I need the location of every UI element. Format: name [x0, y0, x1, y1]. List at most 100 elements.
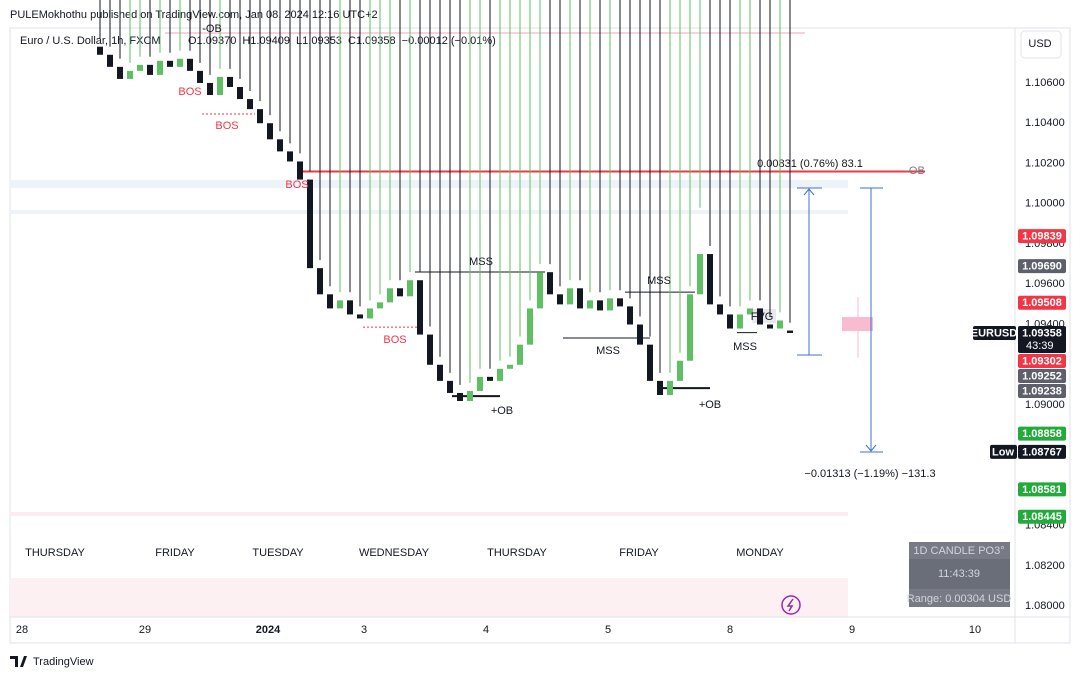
widget-range: Range: 0.00304 USD [907, 593, 1012, 605]
candle-body [177, 58, 183, 67]
price-badge-label: 1.09358 [1022, 327, 1062, 339]
candle-body [487, 376, 493, 381]
measure-down [860, 187, 883, 453]
price-badge-label: 1.09508 [1022, 297, 1062, 309]
candle-body [187, 58, 193, 71]
candle-body [387, 288, 393, 303]
price-badge [1018, 509, 1066, 524]
candle-body [607, 298, 613, 311]
price-badge [1018, 259, 1066, 274]
x-tick-label: 8 [727, 624, 733, 636]
candle-body [637, 324, 643, 345]
currency-button[interactable] [1020, 30, 1062, 59]
footer: TradingView [33, 656, 94, 668]
candle-body [407, 280, 413, 297]
weekday-label: WEDNESDAY [359, 547, 430, 559]
y-tick-label: 1.08200 [1025, 560, 1065, 572]
widget-time: 11:43:39 [938, 568, 980, 580]
candle-body [457, 392, 463, 402]
price-badge [1018, 383, 1066, 398]
price-badge [1018, 229, 1066, 244]
price-badge [1018, 353, 1066, 368]
x-tick-label: 10 [969, 624, 981, 636]
candle-body [667, 380, 673, 395]
alert-bolt [786, 598, 794, 612]
price-badge [1018, 482, 1066, 497]
annotation: MSS [469, 256, 493, 268]
x-tick-label: 5 [605, 624, 611, 636]
candle-body [517, 344, 523, 365]
candle-body [247, 99, 253, 110]
candle-body [397, 288, 403, 297]
price-badge [1018, 295, 1066, 310]
annotation: FVG [751, 311, 774, 323]
measure-label: 0.00831 (0.76%) 83.1 [757, 158, 863, 170]
annotation: BOS [285, 179, 308, 191]
legend-value: H1.09409 [242, 35, 290, 47]
price-badge-label: 1.09238 [1022, 385, 1062, 397]
weekday-label: TUESDAY [252, 547, 304, 559]
price-badge [1018, 426, 1066, 441]
candle-body [657, 380, 663, 395]
legend-value: L1.09353 [296, 35, 342, 47]
annotation: -OB [905, 165, 925, 177]
price-badge-label: 1.08581 [1022, 484, 1062, 496]
price-badge [1018, 368, 1066, 383]
candle-body [147, 64, 153, 75]
candle-body [417, 280, 423, 335]
x-tick-label: 4 [483, 624, 489, 636]
widget-title: 1D CANDLE PO3° [913, 545, 1004, 557]
candle-body [687, 294, 693, 361]
alert-icon[interactable] [781, 595, 801, 615]
candle-body [197, 70, 203, 83]
candle-body [647, 344, 653, 381]
candle-body [577, 288, 583, 309]
candle-body [377, 302, 383, 309]
candle-body [257, 109, 263, 124]
candle-body [157, 60, 163, 75]
candle-body [477, 376, 483, 391]
y-tick-label: 1.09600 [1025, 278, 1065, 290]
candle-body [737, 314, 743, 329]
candle-body [167, 60, 173, 67]
header: PULEMokhothu published on TradingView.co… [10, 9, 378, 21]
candle-body [507, 364, 513, 369]
candle-body [107, 54, 113, 67]
annotation: BOS [383, 334, 406, 346]
annotation: MSS [596, 345, 620, 357]
y-tick-label: 1.10000 [1025, 198, 1065, 210]
chart-title: Euro / U.S. Dollar, 1h, FXCM [20, 35, 161, 47]
candle-body [357, 314, 363, 319]
zone [10, 180, 848, 188]
currency: USD [1028, 38, 1051, 50]
annotation: +OB [699, 399, 721, 411]
measure-label: −0.01313 (−1.19%) −131.3 [804, 468, 935, 480]
zone [10, 578, 848, 617]
candle-body [137, 64, 143, 71]
y-tick-label: 1.10400 [1025, 117, 1065, 129]
price-badge-label: 1.08445 [1022, 511, 1062, 523]
candle-body [347, 300, 353, 315]
candle-body [777, 320, 783, 329]
candle-body [437, 364, 443, 381]
price-badge-label: 1.09252 [1022, 370, 1062, 382]
candles [97, 0, 793, 402]
candle-body [527, 308, 533, 345]
candle-body [97, 46, 103, 55]
price-badge [1018, 325, 1066, 353]
candle-body [627, 306, 633, 325]
candle-body [307, 179, 313, 269]
countdown: 43:39 [1026, 340, 1054, 352]
price-badge-label: 1.08858 [1022, 428, 1062, 440]
zone [10, 210, 848, 214]
x-tick-label: 29 [139, 624, 151, 636]
symbol-badge [973, 325, 1016, 340]
candle-body [747, 308, 753, 315]
weekday-label: FRIDAY [155, 547, 195, 559]
weekday-label: THURSDAY [25, 547, 85, 559]
weekday-label: THURSDAY [487, 547, 547, 559]
candle-body [427, 334, 433, 365]
x-tick-label: 2024 [256, 624, 281, 636]
widget-body [909, 559, 1010, 589]
